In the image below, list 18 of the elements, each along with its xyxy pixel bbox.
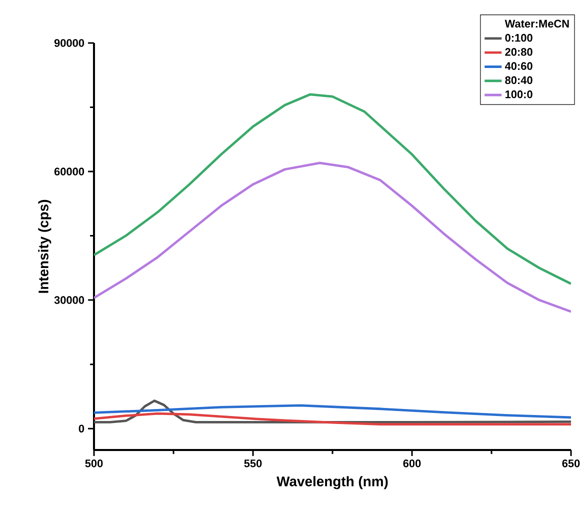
- x-tick-label: 650: [562, 460, 580, 468]
- y-axis-title: Intensity (cps): [38, 200, 52, 293]
- legend-label: 80:40: [505, 76, 532, 84]
- line-series: [94, 404, 572, 419]
- y-tick-label: 90000: [54, 39, 84, 47]
- line-series: [94, 162, 572, 313]
- y-tick-label: 60000: [54, 168, 84, 176]
- x-axis-title: Wavelength (nm): [276, 476, 388, 490]
- legend-label: 40:60: [504, 62, 532, 70]
- legend-label: 20:80: [505, 48, 532, 56]
- x-tick-label: 600: [403, 460, 421, 468]
- legend-label: 100:0: [505, 90, 532, 98]
- legend-label: 0:100: [505, 34, 532, 42]
- x-tick-label: 500: [85, 460, 103, 468]
- y-tick-label: 30000: [54, 296, 84, 304]
- x-tick-label: 550: [244, 460, 262, 468]
- y-tick-label: 0: [78, 424, 84, 432]
- legend-title: Water:MeCN: [504, 20, 569, 28]
